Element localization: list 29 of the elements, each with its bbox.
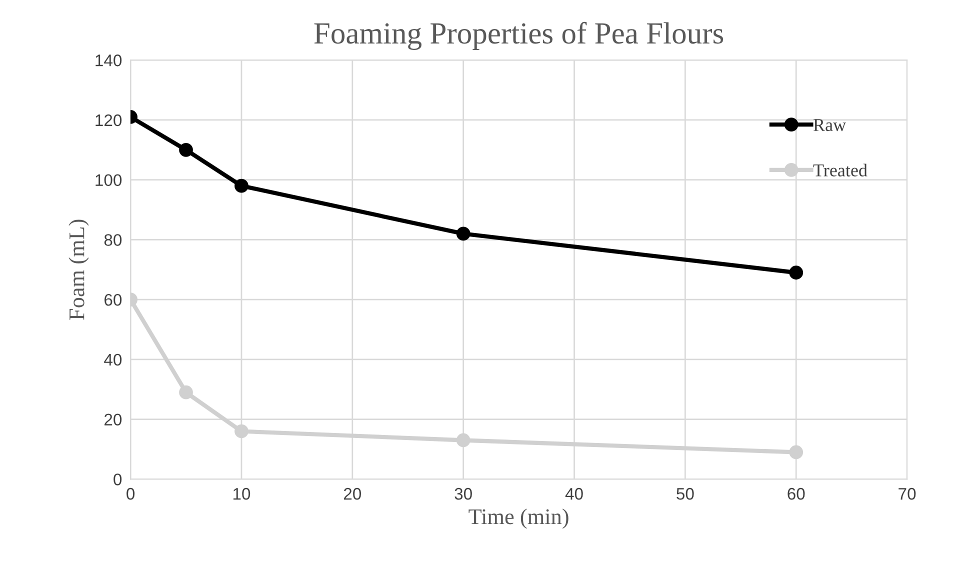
y-tick-label: 60: [104, 294, 122, 306]
x-tick-label: 70: [898, 488, 916, 500]
point: [179, 142, 193, 157]
legend-label: Treated: [813, 164, 868, 176]
point: [234, 178, 248, 193]
x-tick-label: 10: [233, 488, 250, 500]
y-tick-label: 40: [104, 354, 122, 366]
y-tick-label: 20: [104, 414, 122, 426]
y-tick-label: 120: [96, 114, 122, 126]
legend-label: Raw: [814, 119, 846, 132]
x-tick-label: 0: [126, 488, 135, 500]
x-tick-label: 20: [344, 488, 362, 500]
point: [179, 385, 193, 400]
point: [456, 433, 470, 448]
x-tick-label: 40: [565, 488, 583, 500]
point: [789, 266, 804, 280]
x-tick-label: 30: [454, 488, 472, 500]
point: [789, 445, 804, 460]
x-axis-title: Time (min): [468, 508, 568, 529]
x-tick-label: 50: [676, 488, 694, 500]
chart-title: Foaming Properties of Pea Flours: [314, 22, 724, 50]
y-tick-label: 80: [104, 234, 122, 246]
point: [234, 424, 248, 438]
x-tick-label: 60: [788, 488, 805, 500]
y-tick-label: 100: [96, 174, 122, 186]
y-axis-title: Foam (mL): [68, 220, 89, 320]
y-tick-label: 140: [96, 54, 122, 66]
point: [456, 226, 470, 241]
y-tick-label: 0: [114, 474, 122, 486]
